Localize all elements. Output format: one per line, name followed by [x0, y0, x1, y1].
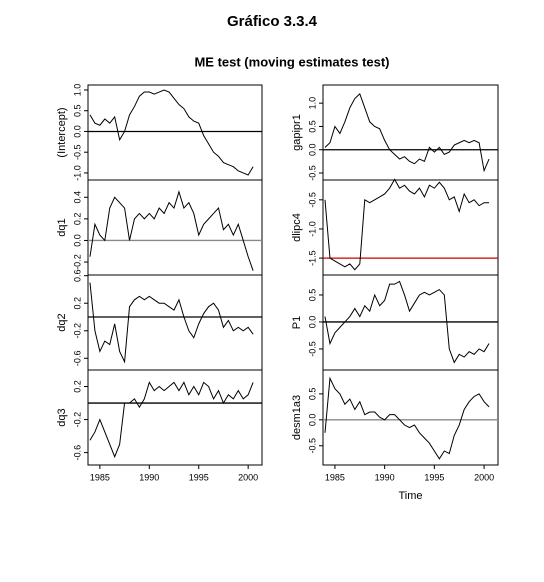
chart-title: Gráfico 3.3.4: [227, 13, 318, 30]
y-tick-label: -0.2: [72, 412, 82, 428]
y-tick-label: 0.0: [307, 414, 317, 427]
y-axis-label: dq1: [56, 218, 68, 236]
y-axis-label: dlipc4: [291, 213, 303, 242]
y-tick-label: 0.0: [72, 125, 82, 138]
y-axis-label: dq2: [56, 313, 68, 331]
series-line: [324, 280, 490, 364]
chart-subtitle: ME test (moving estimates test): [194, 54, 389, 69]
y-tick-label: 1.0: [307, 97, 317, 110]
y-tick-label: 0.5: [307, 388, 317, 401]
y-axis-label: P1: [291, 316, 303, 329]
y-tick-label: -1.0: [72, 165, 82, 181]
y-tick-label: 0.0: [72, 234, 82, 247]
y-tick-label: 0.0: [307, 143, 317, 156]
x-tick-label: 1990: [139, 472, 159, 482]
y-tick-label: -0.2: [72, 323, 82, 339]
y-tick-label: 0.5: [307, 289, 317, 302]
x-tick-label: 1995: [424, 472, 444, 482]
x-tick-label: 1990: [375, 472, 395, 482]
y-tick-label: -0.6: [72, 445, 82, 461]
series-line: [324, 178, 490, 271]
y-tick-label: -0.5: [307, 341, 317, 357]
y-tick-label: 0.6: [72, 269, 82, 282]
y-tick-label: -0.5: [307, 192, 317, 208]
x-tick-label: 1985: [325, 472, 345, 482]
y-tick-label: 0.4: [72, 191, 82, 204]
y-tick-label: 0.5: [307, 120, 317, 133]
y-tick-label: 0.2: [72, 297, 82, 310]
y-tick-label: 0.2: [72, 213, 82, 226]
series-line: [89, 190, 254, 271]
y-axis-label: (Intercept): [56, 107, 68, 157]
x-axis-label: Time: [398, 490, 422, 502]
y-axis-label: desm1a3: [291, 395, 303, 440]
series-line: [89, 381, 254, 459]
y-tick-label: -0.6: [72, 351, 82, 367]
series-line: [89, 89, 254, 176]
y-tick-label: -0.5: [307, 165, 317, 181]
y-tick-label: -0.5: [307, 438, 317, 454]
x-tick-label: 1995: [189, 472, 209, 482]
y-tick-label: 0.5: [72, 104, 82, 117]
y-tick-label: -1.0: [307, 221, 317, 237]
x-tick-label: 1985: [90, 472, 110, 482]
series-line: [89, 282, 254, 364]
series-line: [324, 92, 490, 173]
y-tick-label: -0.2: [72, 254, 82, 270]
y-axis-label: dq3: [56, 408, 68, 426]
x-tick-label: 2000: [474, 472, 494, 482]
panel-frame: [322, 369, 499, 466]
y-tick-label: -0.5: [72, 144, 82, 160]
y-tick-label: 0.2: [72, 380, 82, 393]
x-tick-label: 2000: [238, 472, 258, 482]
y-tick-label: -1.5: [307, 250, 317, 266]
y-tick-label: 1.0: [72, 84, 82, 97]
series-line: [324, 376, 490, 460]
y-tick-label: 0.0: [307, 316, 317, 329]
y-axis-label: gapipr1: [291, 114, 303, 151]
panel-frame: [87, 369, 263, 466]
